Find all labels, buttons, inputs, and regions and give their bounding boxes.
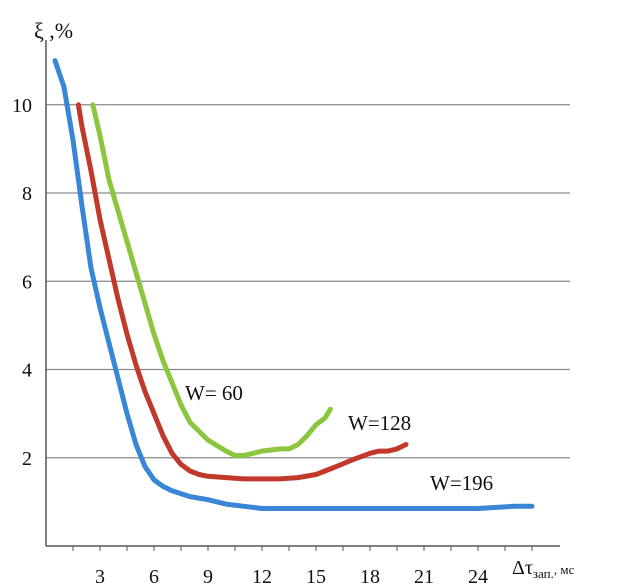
y-tick-label: 6 [22,271,32,293]
series-line-0 [90,102,333,458]
y-tick-label: 2 [22,448,32,470]
x-axis-label-main: Δτ [512,557,533,579]
gridlines [46,104,570,459]
y-tick-labels: 2 4 6 8 10 [12,95,32,470]
axes [45,40,560,547]
series-label-w196: W=196 [430,471,493,495]
y-tick-label: 8 [22,183,32,205]
x-tick-label: 24 [468,566,488,587]
series-line-2 [52,58,535,511]
series-label-w60: W= 60 [185,381,243,405]
x-tick-labels: 3 6 9 12 15 18 21 24 [72,546,533,587]
x-tick-label: 12 [252,566,272,587]
y-tick-label: 4 [22,360,32,382]
x-tick-label: 18 [360,566,380,587]
x-tick-label: 6 [149,566,159,587]
x-tick-label: 15 [306,566,326,587]
x-axis-label-unit: , мс [554,562,575,577]
series-lines [52,58,535,511]
y-tick-label: 10 [12,95,32,117]
series-label-w128: W=128 [348,411,411,435]
x-tick-label: 3 [95,566,105,587]
x-axis-label-sub: зап. [533,566,554,581]
series-line-1 [75,102,409,482]
x-tick-label: 21 [414,566,434,587]
x-tick-label: 9 [203,566,213,587]
x-axis-label: Δτзап., мс [512,557,575,581]
y-axis-label: ξ ,% [34,18,73,43]
